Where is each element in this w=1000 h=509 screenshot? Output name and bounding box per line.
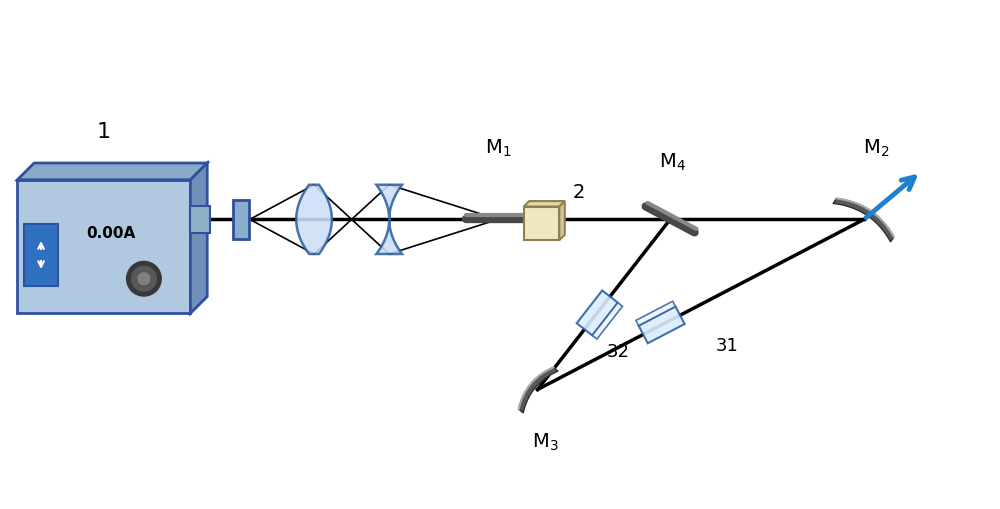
Text: 2: 2 (573, 183, 585, 202)
Polygon shape (296, 185, 332, 254)
Polygon shape (636, 302, 675, 326)
Circle shape (127, 262, 161, 296)
Text: M$_3$: M$_3$ (532, 431, 559, 453)
Text: M$_1$: M$_1$ (485, 137, 511, 159)
Polygon shape (577, 291, 618, 336)
FancyBboxPatch shape (24, 225, 58, 286)
Polygon shape (524, 202, 565, 207)
Polygon shape (17, 164, 207, 181)
Text: 0.00A: 0.00A (87, 225, 136, 240)
Text: 1: 1 (97, 122, 111, 142)
Text: 31: 31 (716, 336, 739, 354)
Polygon shape (639, 307, 685, 344)
Polygon shape (559, 202, 565, 241)
Polygon shape (833, 199, 894, 242)
Polygon shape (592, 303, 622, 340)
FancyBboxPatch shape (524, 207, 559, 241)
Polygon shape (519, 367, 558, 413)
FancyBboxPatch shape (17, 181, 190, 314)
Text: M$_2$: M$_2$ (863, 137, 889, 159)
FancyBboxPatch shape (233, 200, 249, 240)
Text: M$_4$: M$_4$ (659, 151, 686, 173)
Polygon shape (376, 185, 402, 254)
Circle shape (132, 267, 156, 292)
FancyBboxPatch shape (190, 206, 210, 234)
Polygon shape (190, 164, 207, 314)
Circle shape (138, 273, 150, 285)
Text: 32: 32 (607, 342, 630, 360)
